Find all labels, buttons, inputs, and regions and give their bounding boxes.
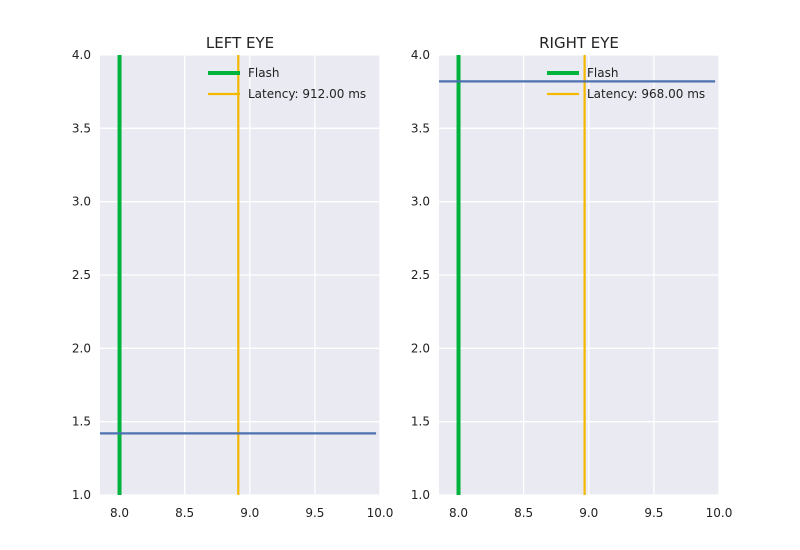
left-x-tick-label: 10.0 — [367, 506, 394, 520]
left-y-tick-label: 4.0 — [72, 48, 91, 62]
left-y-tick-label: 1.0 — [72, 488, 91, 502]
left-x-tick-label: 8.5 — [175, 506, 194, 520]
right-y-tick-label: 2.0 — [411, 341, 430, 355]
right-panel-title: RIGHT EYE — [539, 34, 619, 52]
right-y-tick-label: 3.0 — [411, 195, 430, 209]
left-y-tick-label: 1.5 — [72, 415, 91, 429]
left-x-tick-label: 9.5 — [305, 506, 324, 520]
right-legend-label-0: Flash — [587, 66, 618, 80]
left-y-tick-label: 3.5 — [72, 121, 91, 135]
right-legend-label-1: Latency: 968.00 ms — [587, 87, 705, 101]
left-x-tick-label: 8.0 — [110, 506, 129, 520]
right-x-tick-label: 9.0 — [579, 506, 598, 520]
right-y-tick-label: 1.0 — [411, 488, 430, 502]
right-y-tick-label: 3.5 — [411, 121, 430, 135]
left-y-tick-label: 2.0 — [72, 341, 91, 355]
left-legend-label-1: Latency: 912.00 ms — [248, 87, 366, 101]
right-x-tick-label: 8.5 — [514, 506, 533, 520]
right-panel: 8.0 8.5 9.0 9.5 10.0 1.0 1.5 2.0 2.5 3.0 3.5 4.0 RIG… — [411, 34, 732, 520]
left-legend-label-0: Flash — [248, 66, 279, 80]
right-x-tick-label: 8.0 — [449, 506, 468, 520]
left-panel-title: LEFT EYE — [206, 34, 274, 52]
left-x-tick-label: 9.0 — [240, 506, 259, 520]
left-panel: 8.0 8.5 9.0 9.5 10.0 1.0 1.5 2.0 2.5 3.0 3.5 4.0 LEF… — [72, 34, 393, 520]
right-x-tick-label: 10.0 — [706, 506, 733, 520]
left-y-tick-label: 2.5 — [72, 268, 91, 282]
right-y-tick-label: 1.5 — [411, 415, 430, 429]
right-y-tick-label: 2.5 — [411, 268, 430, 282]
left-y-tick-label: 3.0 — [72, 195, 91, 209]
right-y-tick-label: 4.0 — [411, 48, 430, 62]
right-x-tick-label: 9.5 — [644, 506, 663, 520]
